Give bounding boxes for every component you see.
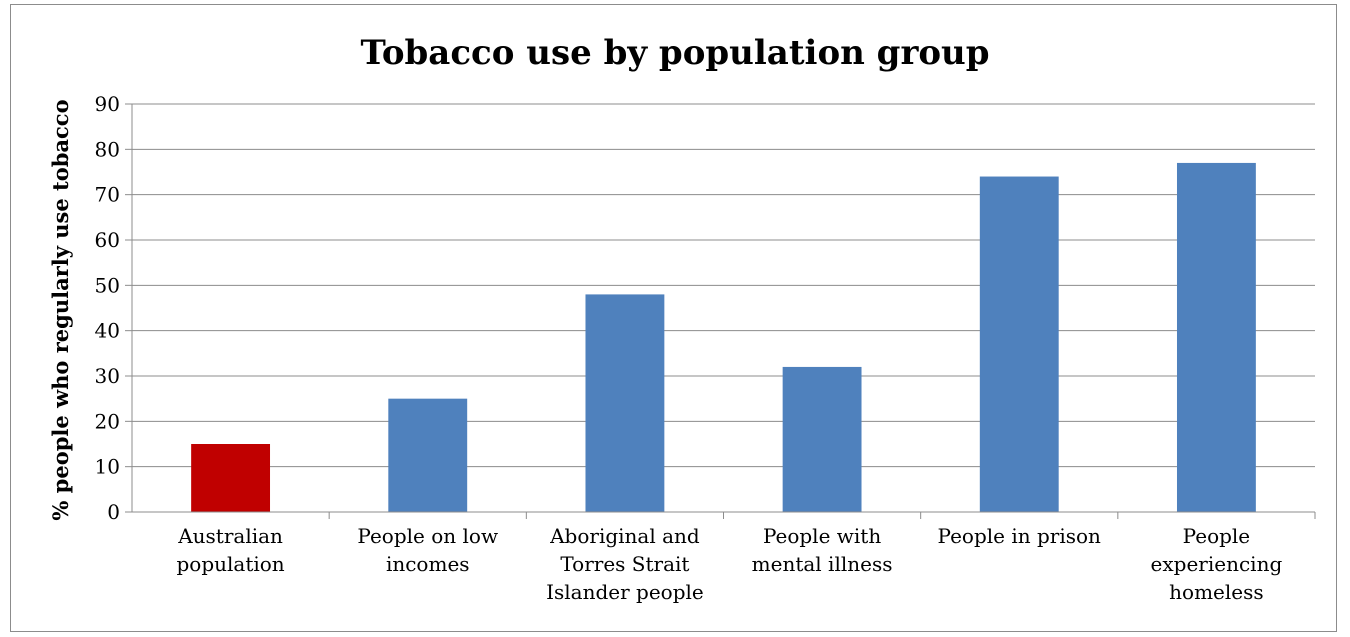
bar: [1176, 162, 1256, 512]
y-tick-label: 30: [95, 364, 120, 388]
gridlines: [132, 103, 1315, 468]
bar: [782, 366, 862, 512]
y-tick-label: 20: [95, 409, 120, 433]
bar: [191, 444, 271, 512]
y-tick-labels: 0 10 20 30 40 50 60 70 80 90: [95, 92, 120, 524]
y-axis-label: % people who regularly use tobacco: [48, 99, 73, 520]
bar: [388, 398, 468, 512]
x-category-label-line: Australian: [177, 524, 283, 548]
x-category-label-line: homeless: [1169, 580, 1263, 604]
x-category-label: Australian population: [176, 524, 284, 576]
x-category-label: People with mental illness: [752, 524, 893, 576]
x-category-label-line: People with: [763, 524, 881, 548]
y-tick-label: 90: [95, 92, 120, 116]
x-category-label-line: Torres Strait: [560, 552, 689, 576]
y-tick-label: 70: [95, 183, 120, 207]
y-tick-label: 40: [95, 319, 120, 343]
chart-title: Tobacco use by population group: [360, 33, 989, 73]
bar: [979, 176, 1059, 513]
bars: [191, 162, 1256, 513]
x-category-label-line: experiencing: [1151, 552, 1283, 576]
x-category-label: Aboriginal and Torres Strait Islander peop…: [546, 524, 704, 604]
x-category-label-line: incomes: [386, 552, 470, 576]
axes: [125, 103, 1316, 519]
x-category-label-line: People on low: [357, 524, 498, 548]
chart-frame: [10, 4, 1337, 632]
y-tick-label: 60: [95, 228, 120, 252]
x-category-label: People experiencing homeless: [1151, 524, 1283, 604]
y-tick-label: 0: [107, 500, 120, 524]
x-category-label: People on low incomes: [357, 524, 498, 576]
x-category-label-line: mental illness: [752, 552, 893, 576]
y-tick-label: 80: [95, 137, 120, 161]
x-category-label-line: Islander people: [546, 580, 704, 604]
x-category-label: People in prison: [938, 524, 1102, 548]
x-category-label-line: People in prison: [938, 524, 1102, 548]
x-category-label-line: People: [1183, 524, 1250, 548]
y-tick-label: 50: [95, 273, 120, 297]
x-category-label-line: Aboriginal and: [549, 524, 700, 548]
y-tick-label: 10: [95, 455, 120, 479]
bar: [585, 294, 665, 512]
x-category-label-line: population: [176, 552, 284, 576]
x-category-labels: Australian population People on low incomes…: [176, 524, 1282, 604]
